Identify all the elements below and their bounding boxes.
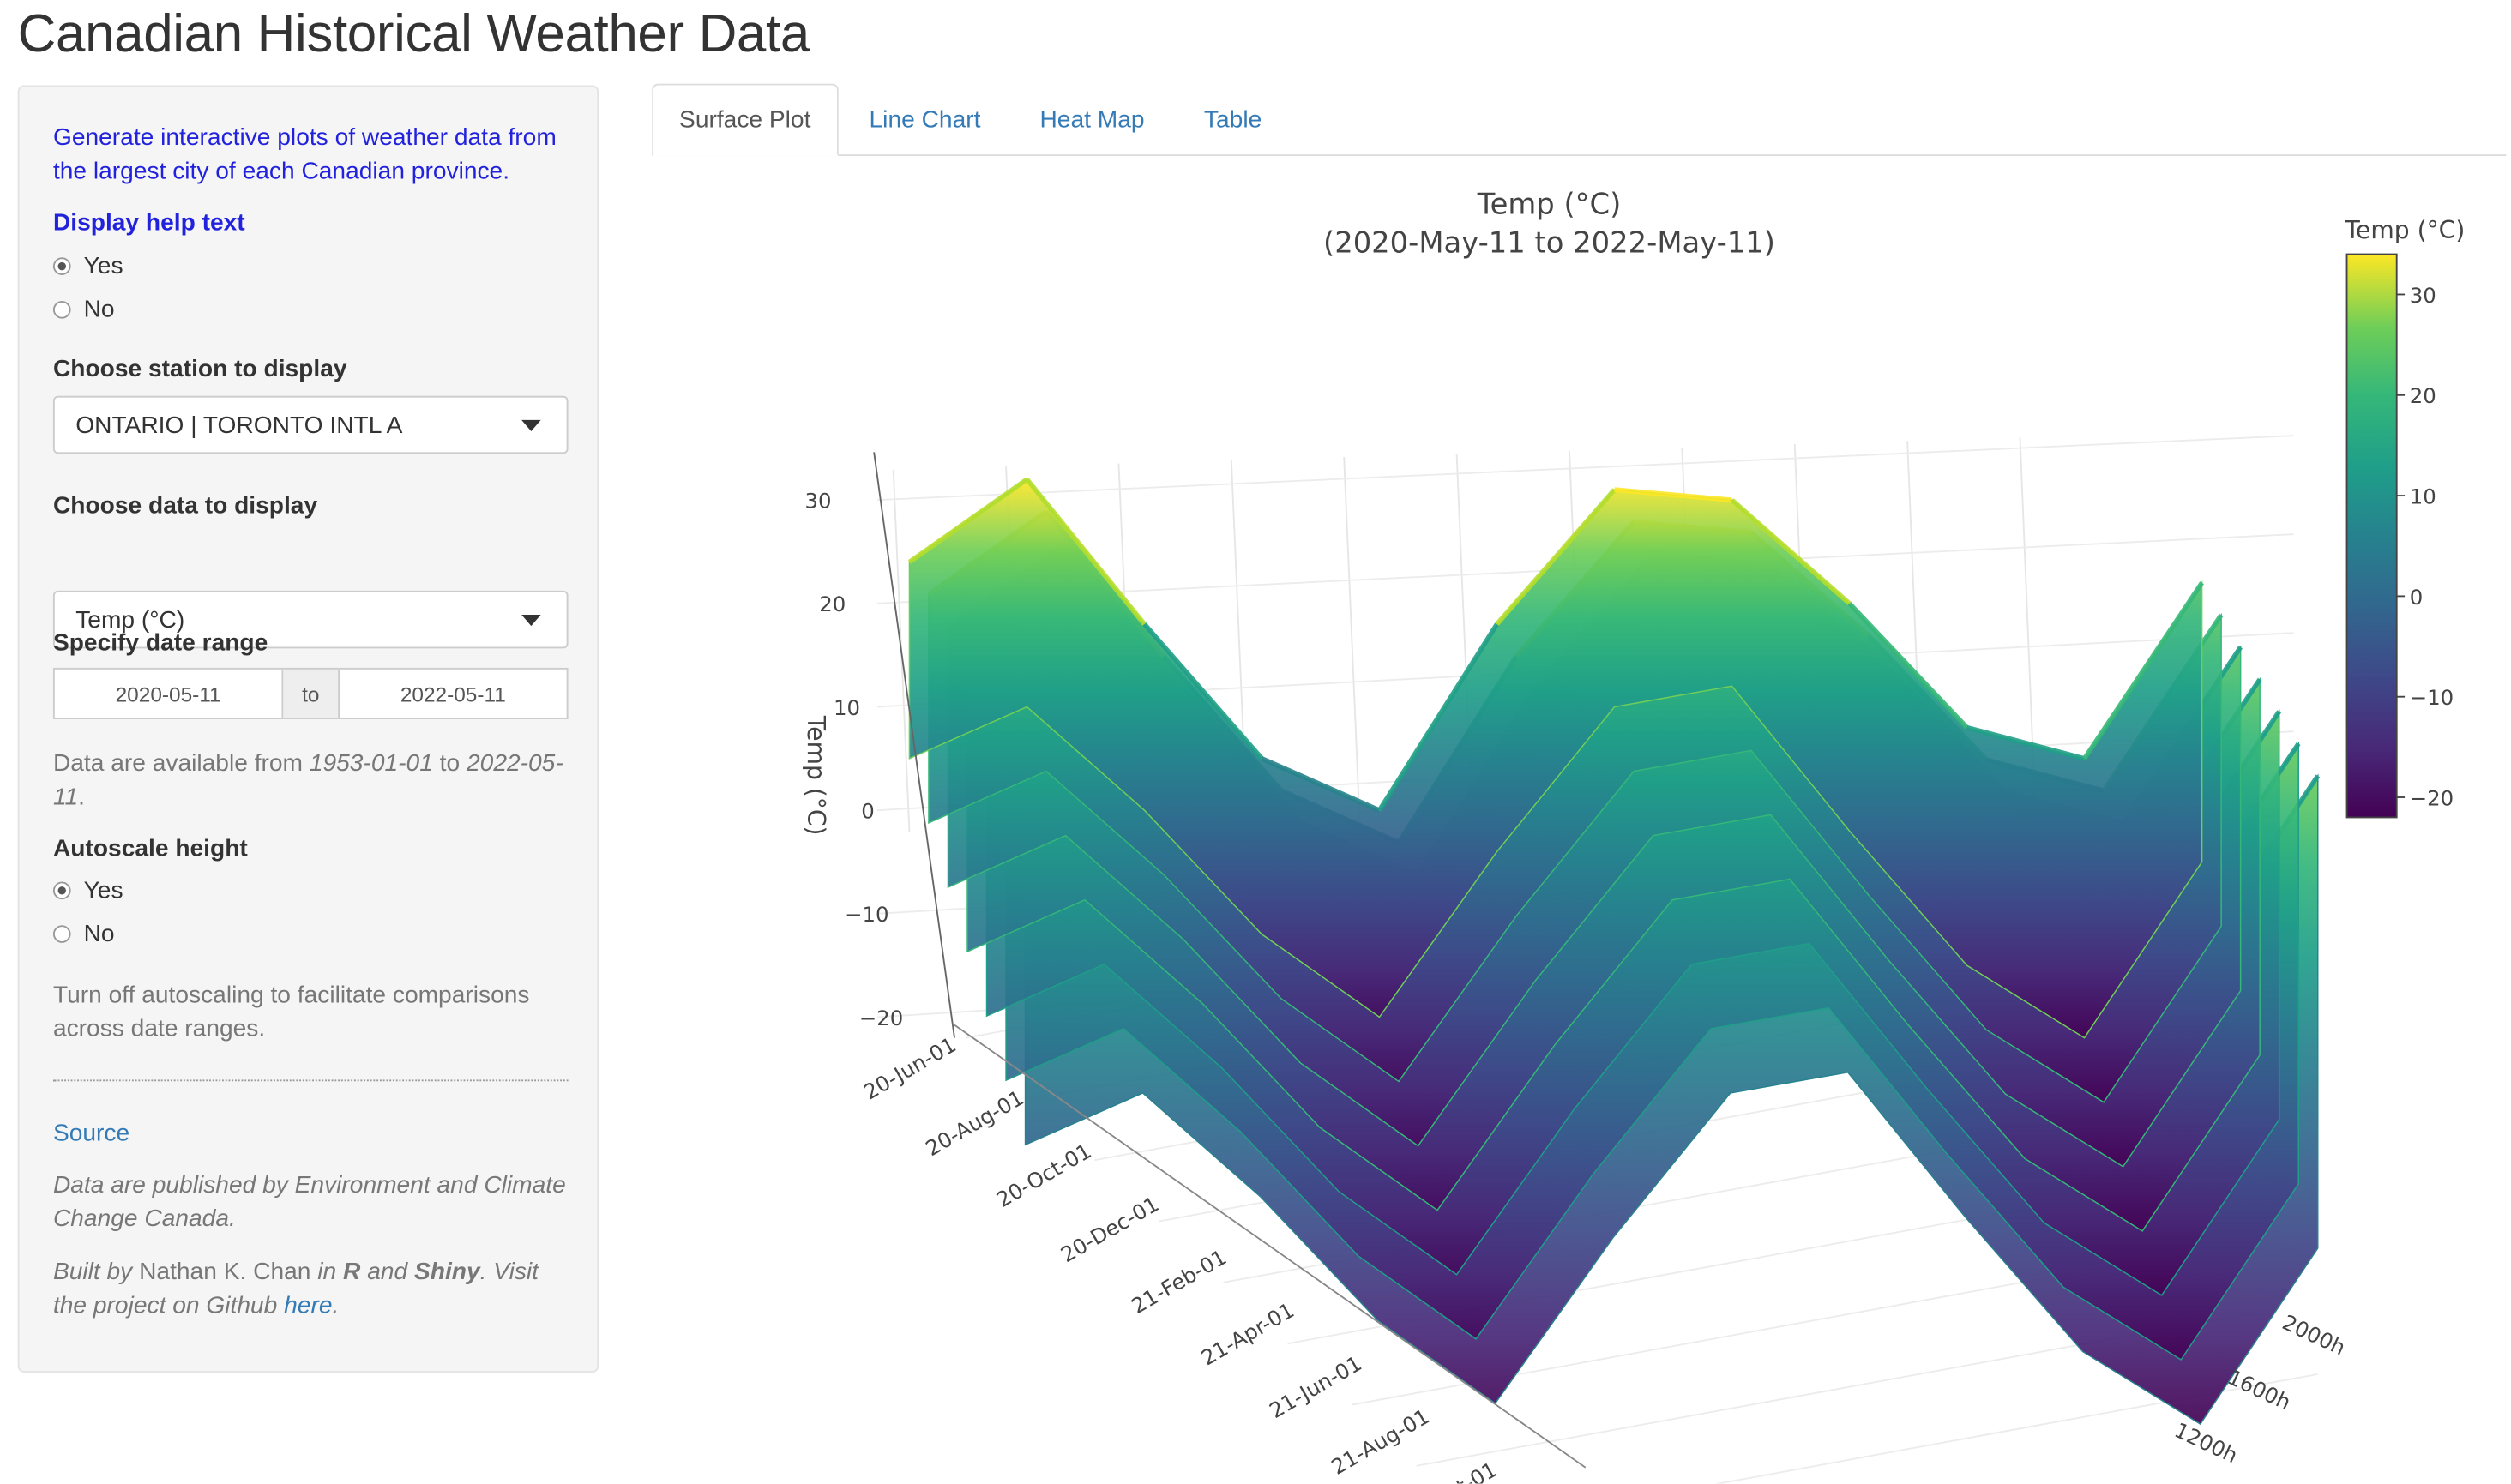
colorbar-tick-label: 10 bbox=[2410, 484, 2436, 508]
station-label: Choose station to display bbox=[52, 355, 347, 383]
surface-plot-area[interactable]: Temp (°C) (2020-May-11 to 2022-May-11) T… bbox=[652, 156, 2511, 1484]
help-no-label: No bbox=[83, 296, 115, 324]
page-title: Canadian Historical Weather Data bbox=[17, 3, 810, 63]
grid-line bbox=[1343, 456, 1361, 832]
autoscale-no-label: No bbox=[83, 920, 115, 948]
z-axis-line bbox=[873, 452, 955, 1038]
tab-line-chart[interactable]: Line Chart bbox=[869, 105, 981, 133]
surface-ridge bbox=[908, 478, 2203, 1039]
x-tick-label: 21-Apr-01 bbox=[1197, 1298, 1298, 1371]
x-tick-label: 20-Oct-01 bbox=[992, 1139, 1096, 1212]
z-tick-label: −10 bbox=[845, 902, 888, 927]
x-tick-label: 20-Jun-01 bbox=[859, 1032, 960, 1105]
surface-crest bbox=[1847, 601, 1969, 730]
plot-subtitle: (2020-May-11 to 2022-May-11) bbox=[1323, 226, 1775, 261]
data-select[interactable]: Temp (°C) bbox=[52, 590, 569, 649]
colorbar-tick-label: −10 bbox=[2410, 685, 2454, 710]
z-tick-label: 20 bbox=[819, 592, 846, 616]
surface-plot-svg: −20 −10 0 10 20 30 Temp (°C) 20-Jun-0120-Aug-01… bbox=[802, 253, 2454, 1484]
source-link[interactable]: Source bbox=[52, 1120, 130, 1148]
colorbar bbox=[2345, 253, 2398, 819]
autoscale-no-radio[interactable]: No bbox=[52, 920, 115, 948]
station-value: ONTARIO | TORONTO INTL A bbox=[75, 411, 403, 439]
z-tick-label: 0 bbox=[861, 799, 875, 824]
station-select[interactable]: ONTARIO | TORONTO INTL A bbox=[52, 395, 569, 454]
plot-title: Temp (°C) bbox=[1477, 188, 1622, 223]
built-by-text: Built by Nathan K. Chan in R and Shiny. … bbox=[52, 1258, 539, 1320]
data-value: Temp (°C) bbox=[75, 605, 185, 634]
autoscale-yes-label: Yes bbox=[83, 876, 123, 904]
radio-icon bbox=[52, 925, 71, 943]
x-tick-label: 21-Feb-01 bbox=[1127, 1245, 1231, 1319]
z-axis-title: Temp (°C) bbox=[802, 715, 830, 836]
surface-crest bbox=[1377, 622, 1499, 812]
radio-selected-icon bbox=[52, 881, 71, 900]
help-text-label: Display help text bbox=[52, 208, 245, 237]
x-tick-label: 20-Dec-01 bbox=[1057, 1192, 1163, 1268]
y-tick-label: 1600h bbox=[2224, 1364, 2294, 1415]
radio-selected-icon bbox=[52, 257, 71, 275]
colorbar-tick-label: 0 bbox=[2410, 585, 2424, 610]
sidebar-panel: Generate interactive plots of weather da… bbox=[17, 85, 599, 1373]
tab-bar: Surface Plot Line Chart Heat Map Table bbox=[652, 83, 2507, 157]
surface-crest bbox=[1025, 478, 1147, 626]
autoscale-yes-radio[interactable]: Yes bbox=[52, 876, 123, 904]
z-tick-label: 30 bbox=[805, 489, 832, 514]
divider bbox=[52, 1079, 569, 1082]
radio-icon bbox=[52, 300, 71, 319]
published-text: Data are published by Environment and Cl… bbox=[52, 1171, 566, 1233]
colorbar-title: Temp (°C) bbox=[2345, 215, 2466, 245]
date-separator: to bbox=[283, 667, 339, 719]
colorbar-tick-label: −20 bbox=[2410, 785, 2454, 810]
tab-table[interactable]: Table bbox=[1203, 105, 1262, 133]
tab-heat-map[interactable]: Heat Map bbox=[1039, 105, 1145, 133]
colorbar-tick-label: 30 bbox=[2410, 283, 2436, 308]
tab-surface-plot[interactable]: Surface Plot bbox=[652, 83, 839, 157]
x-tick-label: 21-Aug-01 bbox=[1327, 1403, 1433, 1479]
x-axis-line bbox=[954, 1024, 1587, 1469]
help-yes-label: Yes bbox=[83, 252, 123, 280]
data-label: Choose data to display bbox=[52, 492, 318, 520]
help-yes-radio[interactable]: Yes bbox=[52, 252, 123, 280]
date-end-input[interactable]: 2022-05-11 bbox=[338, 667, 569, 719]
x-tick-label: 21-Oct-01 bbox=[1398, 1457, 1502, 1483]
autoscale-help-text: Turn off autoscaling to facilitate compa… bbox=[52, 981, 530, 1043]
date-range-input: 2020-05-11 to 2022-05-11 bbox=[52, 667, 569, 719]
x-tick-label: 21-Jun-01 bbox=[1265, 1350, 1366, 1423]
x-tick-label: 20-Aug-01 bbox=[921, 1085, 1027, 1161]
y-tick-label: 2000h bbox=[2279, 1310, 2349, 1361]
github-link[interactable]: here bbox=[284, 1292, 333, 1320]
z-tick-label: −20 bbox=[859, 1006, 903, 1030]
surface-crest bbox=[1730, 498, 1852, 605]
help-no-radio[interactable]: No bbox=[52, 296, 115, 324]
surface-crest bbox=[1142, 622, 1264, 760]
y-tick-label: 1200h bbox=[2171, 1417, 2241, 1468]
caret-down-icon bbox=[521, 419, 541, 432]
surface-crest bbox=[1261, 756, 1381, 813]
colorbar-tick-label: 20 bbox=[2410, 383, 2436, 408]
availability-text: Data are available from 1953-01-01 to 20… bbox=[52, 749, 563, 811]
surface-crest bbox=[1966, 724, 2086, 761]
caret-down-icon bbox=[521, 614, 541, 627]
surface-crest bbox=[907, 477, 1029, 564]
date-start-input[interactable]: 2020-05-11 bbox=[52, 667, 284, 719]
autoscale-label: Autoscale height bbox=[52, 835, 248, 863]
date-range-label: Specify date range bbox=[52, 628, 268, 657]
intro-text: Generate interactive plots of weather da… bbox=[52, 123, 557, 185]
z-tick-label: 10 bbox=[834, 695, 860, 720]
surface-crest bbox=[1495, 488, 1617, 626]
surface-crest bbox=[1614, 487, 1732, 502]
grid-line bbox=[876, 435, 2294, 502]
surface-crest bbox=[2082, 581, 2204, 760]
